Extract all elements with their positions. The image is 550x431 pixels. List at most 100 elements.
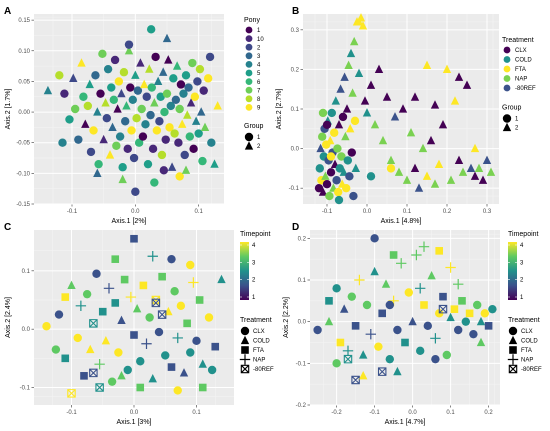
data-point xyxy=(51,345,61,354)
data-point xyxy=(189,144,198,154)
legend-label: 9 xyxy=(257,106,261,112)
data-point xyxy=(186,348,195,357)
data-point xyxy=(142,92,151,101)
data-point xyxy=(69,73,78,82)
data-point xyxy=(430,179,440,188)
data-point xyxy=(67,280,76,290)
x-tick-label: 0.2 xyxy=(443,209,452,215)
data-point xyxy=(347,148,356,157)
data-point xyxy=(482,155,492,165)
data-point xyxy=(147,83,156,92)
data-point xyxy=(426,135,436,145)
y-tick-label: 0.0 xyxy=(22,327,31,333)
data-point xyxy=(134,138,144,147)
data-point xyxy=(398,104,408,113)
x-tick-label: -0.2 xyxy=(331,410,342,416)
legend-key xyxy=(508,335,518,345)
data-point xyxy=(461,317,470,326)
legend-key xyxy=(508,326,518,336)
data-point xyxy=(198,156,207,166)
legend-key xyxy=(244,132,254,142)
data-point xyxy=(402,175,412,184)
legend-label: 8 xyxy=(257,97,261,103)
x-axis-label: Axis.1 [3%] xyxy=(116,419,151,426)
data-point xyxy=(164,55,173,64)
data-point xyxy=(351,163,360,172)
data-point xyxy=(332,176,341,185)
data-point xyxy=(386,155,396,165)
data-point xyxy=(200,122,210,131)
data-point xyxy=(94,358,105,370)
data-point xyxy=(82,289,92,299)
data-point xyxy=(191,116,201,125)
data-point xyxy=(119,68,129,77)
legend-key xyxy=(239,354,251,365)
data-point xyxy=(73,333,82,343)
data-point xyxy=(411,249,422,261)
data-point xyxy=(128,95,137,105)
data-point xyxy=(321,171,330,180)
data-point xyxy=(315,164,324,173)
legend-label: CLX xyxy=(515,48,527,54)
legend-key xyxy=(502,122,512,132)
data-point xyxy=(476,316,486,326)
data-point xyxy=(340,304,349,313)
data-point xyxy=(157,310,167,319)
data-point xyxy=(146,25,156,34)
data-point xyxy=(129,153,139,163)
data-point xyxy=(325,191,334,201)
legend-key xyxy=(241,346,249,354)
data-point xyxy=(96,89,105,98)
data-point xyxy=(335,164,344,173)
data-point xyxy=(313,325,322,335)
data-point xyxy=(470,143,480,153)
legend-key xyxy=(503,84,511,92)
legend-label: FTA xyxy=(253,348,264,354)
data-point xyxy=(131,187,140,196)
data-point xyxy=(153,76,163,86)
data-point xyxy=(132,303,142,313)
data-point xyxy=(453,278,464,290)
data-point xyxy=(435,247,443,255)
y-tick-label: 0.1 xyxy=(22,269,31,275)
x-axis-label: Axis.1 [4.7%] xyxy=(385,419,426,426)
data-point xyxy=(86,344,95,354)
data-point xyxy=(93,107,102,116)
panel-d-points xyxy=(313,234,497,385)
legend-title: Pony xyxy=(244,17,260,24)
data-point xyxy=(198,359,207,368)
data-point xyxy=(486,167,496,176)
legend-key xyxy=(507,354,519,365)
data-point xyxy=(351,375,360,385)
data-point xyxy=(77,58,86,67)
data-point xyxy=(176,301,186,311)
data-point xyxy=(418,241,430,252)
data-point xyxy=(102,113,112,123)
data-point xyxy=(61,354,70,363)
data-point xyxy=(146,110,155,120)
data-point xyxy=(152,126,162,135)
data-point xyxy=(213,101,222,110)
legend-label: 2 xyxy=(257,45,261,51)
data-point xyxy=(354,274,365,286)
data-point xyxy=(98,307,107,316)
data-point xyxy=(155,117,164,126)
colorbar-label: 3 xyxy=(252,260,256,266)
data-point xyxy=(393,366,402,376)
panel-letter-c: C xyxy=(4,222,11,233)
data-point xyxy=(366,80,376,89)
data-point xyxy=(166,101,175,111)
legend-label: 2 xyxy=(515,126,519,132)
legend-label: -80REF xyxy=(253,367,274,373)
y-tick-label: 0.2 xyxy=(291,67,300,73)
legend-key xyxy=(245,26,253,34)
legend-label: 2 xyxy=(257,144,261,150)
data-point xyxy=(450,96,460,105)
legend-key xyxy=(502,114,512,123)
legend-key xyxy=(244,141,254,150)
data-point xyxy=(184,83,193,92)
data-point xyxy=(197,107,206,116)
data-point xyxy=(350,36,359,46)
y-tick-label: -0.1 xyxy=(20,386,31,392)
data-point xyxy=(324,316,334,326)
